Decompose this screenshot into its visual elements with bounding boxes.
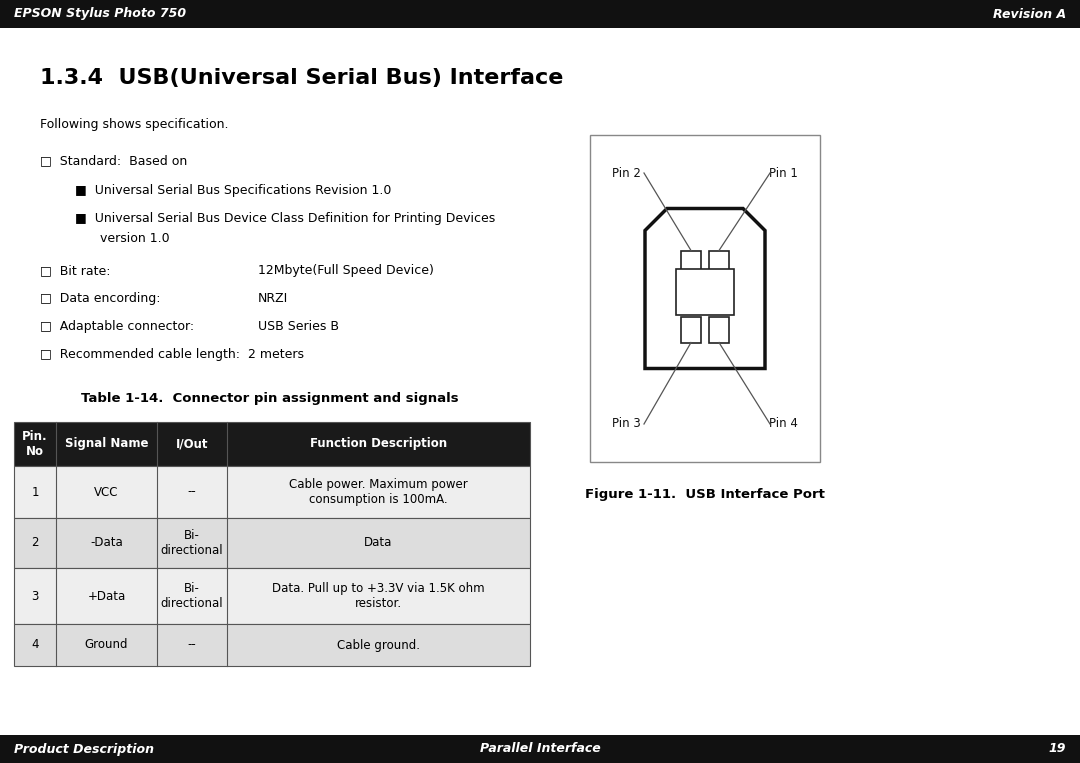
Text: 19: 19 (1049, 742, 1066, 755)
Bar (0, 735, 1080, 763)
Bar (0, 0, 1080, 28)
Bar (14, 518, 530, 568)
Text: VCC: VCC (94, 485, 119, 498)
Text: Figure 1-11.  USB Interface Port: Figure 1-11. USB Interface Port (585, 488, 825, 501)
Text: +Data: +Data (87, 590, 125, 603)
Bar (14, 422, 530, 466)
Text: NRZI: NRZI (258, 292, 288, 305)
Text: Table 1-14.  Connector pin assignment and signals: Table 1-14. Connector pin assignment and… (81, 392, 459, 405)
Text: Following shows specification.: Following shows specification. (40, 118, 229, 131)
Text: Function Description: Function Description (310, 437, 447, 450)
Text: Ground: Ground (85, 639, 129, 652)
Text: USB Series B: USB Series B (258, 320, 339, 333)
Bar (681, 317, 701, 343)
Text: -Data: -Data (91, 536, 123, 549)
Text: □  Data encording:: □ Data encording: (40, 292, 161, 305)
Bar (676, 269, 734, 314)
Text: Bi-
directional: Bi- directional (161, 582, 224, 610)
Text: Data: Data (364, 536, 392, 549)
Bar (708, 250, 729, 276)
Text: Product Description: Product Description (14, 742, 154, 755)
Bar (14, 568, 530, 624)
Text: 1: 1 (31, 485, 39, 498)
Text: EPSON Stylus Photo 750: EPSON Stylus Photo 750 (14, 8, 186, 21)
Text: Revision A: Revision A (993, 8, 1066, 21)
Text: Pin 1: Pin 1 (769, 167, 798, 180)
Bar (14, 624, 530, 666)
Text: ■  Universal Serial Bus Specifications Revision 1.0: ■ Universal Serial Bus Specifications Re… (75, 184, 391, 197)
Text: Pin 3: Pin 3 (612, 417, 640, 430)
Text: 1.3.4  USB(Universal Serial Bus) Interface: 1.3.4 USB(Universal Serial Bus) Interfac… (40, 68, 564, 88)
Text: Data. Pull up to +3.3V via 1.5K ohm
resistor.: Data. Pull up to +3.3V via 1.5K ohm resi… (272, 582, 485, 610)
Text: Pin 4: Pin 4 (769, 417, 798, 430)
Bar (681, 250, 701, 276)
Text: ■  Universal Serial Bus Device Class Definition for Printing Devices: ■ Universal Serial Bus Device Class Defi… (75, 212, 496, 225)
Text: 12Mbyte(Full Speed Device): 12Mbyte(Full Speed Device) (258, 264, 434, 277)
Text: --: -- (188, 639, 197, 652)
Text: Signal Name: Signal Name (65, 437, 148, 450)
Text: --: -- (188, 485, 197, 498)
Text: □  Adaptable connector:: □ Adaptable connector: (40, 320, 194, 333)
Text: Cable power. Maximum power
consumption is 100mA.: Cable power. Maximum power consumption i… (289, 478, 468, 506)
Text: 3: 3 (31, 590, 39, 603)
Text: □  Standard:  Based on: □ Standard: Based on (40, 154, 187, 167)
Bar (14, 466, 530, 518)
Text: Cable ground.: Cable ground. (337, 639, 420, 652)
Polygon shape (645, 208, 765, 369)
Text: I/Out: I/Out (176, 437, 208, 450)
Text: Parallel Interface: Parallel Interface (480, 742, 600, 755)
Text: □  Bit rate:: □ Bit rate: (40, 264, 110, 277)
Text: Bi-
directional: Bi- directional (161, 529, 224, 557)
Text: □  Recommended cable length:  2 meters: □ Recommended cable length: 2 meters (40, 348, 303, 361)
Text: 4: 4 (31, 639, 39, 652)
Text: Pin.
No: Pin. No (23, 430, 48, 458)
Text: Pin 2: Pin 2 (612, 167, 640, 180)
Text: version 1.0: version 1.0 (100, 232, 170, 245)
Text: 2: 2 (31, 536, 39, 549)
Bar (708, 317, 729, 343)
Bar (590, 135, 820, 462)
